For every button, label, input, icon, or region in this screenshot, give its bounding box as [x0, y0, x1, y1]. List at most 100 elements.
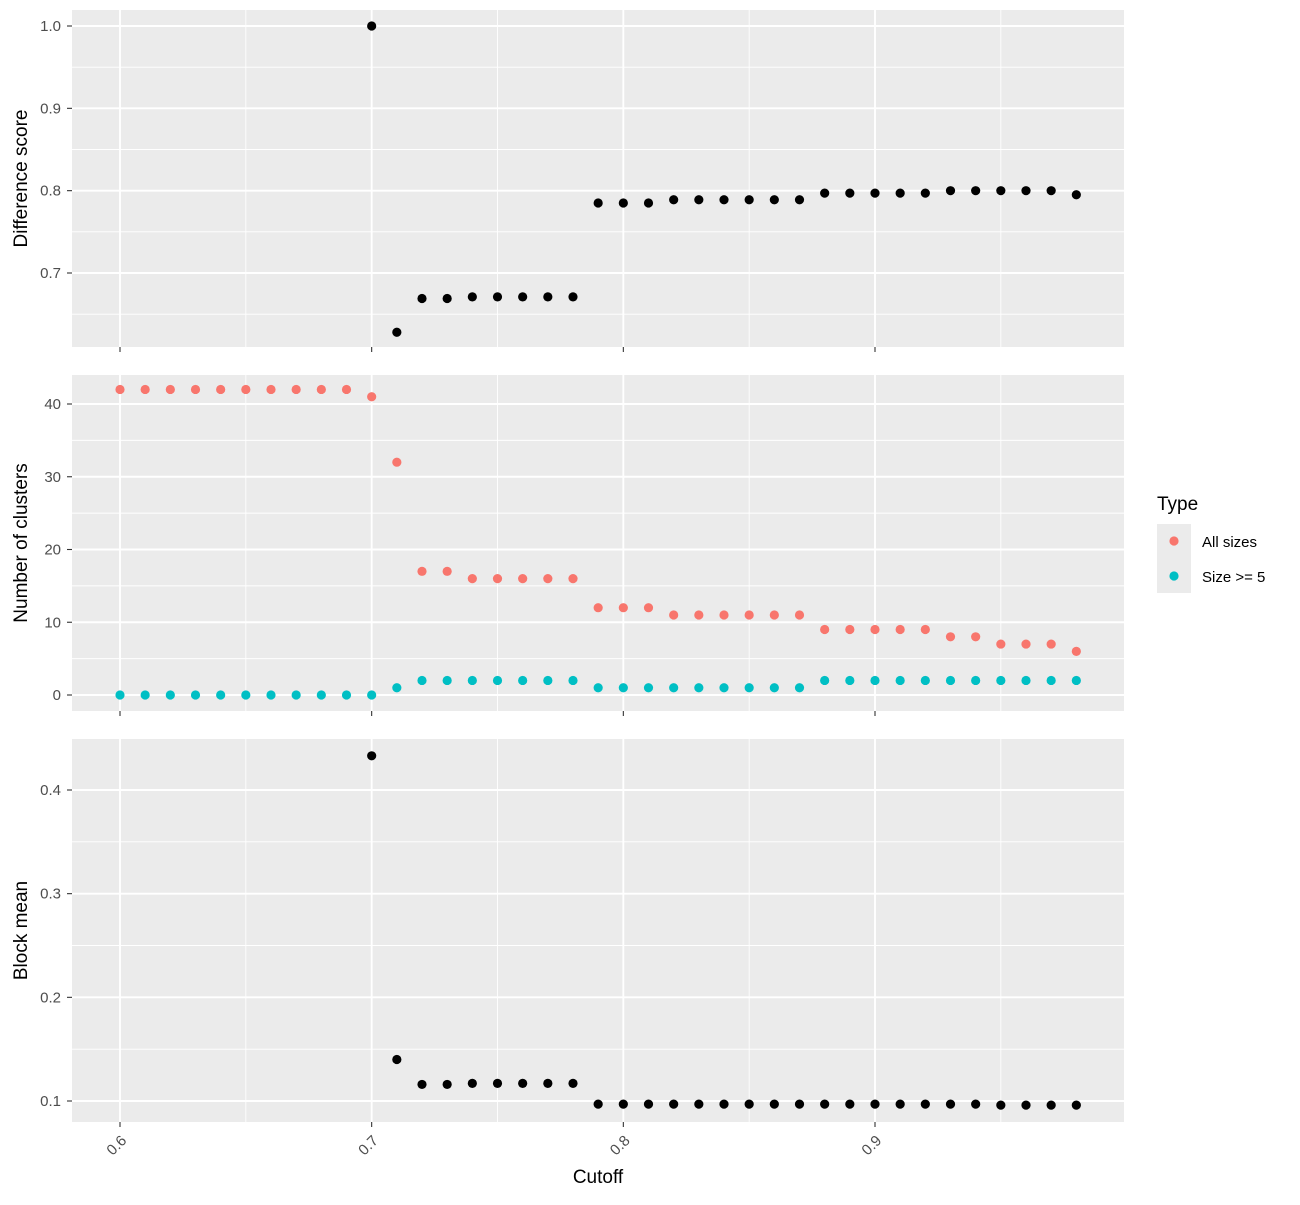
data-point [820, 675, 830, 686]
data-point [593, 603, 603, 613]
data-point [669, 1099, 679, 1109]
data-point [216, 690, 226, 700]
data-point [593, 1099, 603, 1109]
legend-key-size-ge-5 [1169, 571, 1179, 581]
series-size-5 [115, 675, 1081, 700]
data-point [442, 293, 452, 304]
data-point [895, 188, 905, 198]
y-axis-title: Difference score [11, 110, 32, 248]
data-point [794, 195, 805, 205]
data-point [971, 186, 981, 196]
y-tick-label: 0.4 [40, 782, 61, 799]
y-tick-label: 0.3 [40, 886, 61, 903]
data-point [895, 624, 905, 635]
data-point [845, 188, 855, 198]
data-point [845, 675, 855, 686]
data-point [820, 624, 830, 635]
data-point [417, 1079, 427, 1090]
data-point [291, 384, 301, 395]
data-point [1046, 675, 1056, 686]
data-point [794, 1099, 805, 1109]
data-point [115, 690, 125, 700]
data-point [165, 384, 175, 395]
data-point [895, 675, 905, 686]
data-point [241, 690, 251, 700]
data-point [568, 574, 578, 584]
y-tick-label: 0.8 [40, 183, 61, 200]
data-point [870, 188, 880, 198]
data-point [694, 195, 704, 205]
data-point [870, 1099, 880, 1109]
y-axis-title: Block mean [11, 881, 32, 980]
data-point [1021, 186, 1031, 196]
x-tick-label: 0.8 [607, 1132, 634, 1159]
data-point [518, 292, 528, 302]
data-point [492, 292, 503, 302]
data-point [467, 574, 477, 584]
y-tick-label: 0.9 [40, 100, 61, 117]
legend: Type All sizes Size >= 5 [1157, 494, 1265, 593]
data-point [694, 1099, 704, 1109]
series-all-sizes [115, 384, 1081, 656]
y-tick-label: 0.2 [40, 989, 61, 1006]
data-point [266, 384, 276, 395]
data-point [115, 384, 125, 395]
y-tick-label: 0 [53, 687, 61, 704]
data-point [1021, 1100, 1031, 1110]
data-point [1046, 639, 1056, 649]
data-point [492, 1078, 503, 1088]
data-point [744, 195, 754, 205]
data-point [367, 690, 377, 700]
data-point [1021, 675, 1031, 686]
data-point [467, 1078, 477, 1088]
data-point [895, 1099, 905, 1109]
data-point [643, 683, 654, 693]
data-point [190, 690, 201, 700]
data-point [971, 1099, 981, 1109]
facet-panel-2: 0 10 20 30 40 Number of clusters [11, 375, 1124, 716]
data-point [794, 610, 805, 620]
data-point [769, 683, 779, 693]
data-point [316, 384, 326, 395]
data-point [845, 1099, 855, 1109]
data-point [543, 675, 553, 686]
data-point [618, 198, 628, 208]
data-point [1046, 186, 1056, 196]
data-point [971, 675, 981, 686]
data-point [694, 610, 704, 620]
legend-key-all-sizes [1169, 536, 1179, 546]
data-point [719, 1099, 729, 1109]
x-tick-label: 0.9 [858, 1132, 885, 1159]
data-point [543, 574, 553, 584]
data-point [241, 384, 251, 395]
data-point [669, 610, 679, 620]
data-point [417, 675, 427, 686]
data-point [719, 195, 729, 205]
data-point [719, 683, 729, 693]
data-point [1071, 675, 1081, 686]
data-point [568, 292, 578, 302]
data-point [1071, 646, 1081, 656]
legend-label-all-sizes: All sizes [1202, 534, 1257, 551]
data-point [996, 1100, 1006, 1110]
data-point [442, 566, 452, 576]
data-point [945, 632, 956, 642]
data-point [417, 566, 427, 576]
data-point [996, 639, 1006, 649]
data-point [467, 292, 477, 302]
data-point [593, 198, 603, 208]
data-point [392, 457, 402, 467]
y-tick-label: 0.7 [40, 265, 61, 282]
data-point [341, 690, 352, 700]
data-point [744, 683, 754, 693]
data-point [920, 188, 930, 198]
facet-panel-3: 0.1 0.2 0.3 0.4 Block mean 0.6 0.7 0.8 0.9 [11, 739, 1124, 1159]
data-point [1071, 190, 1081, 200]
data-point [543, 292, 553, 302]
data-point [492, 675, 503, 686]
data-point [518, 574, 528, 584]
data-point [945, 186, 956, 196]
data-point [392, 683, 402, 693]
data-point [719, 610, 729, 620]
